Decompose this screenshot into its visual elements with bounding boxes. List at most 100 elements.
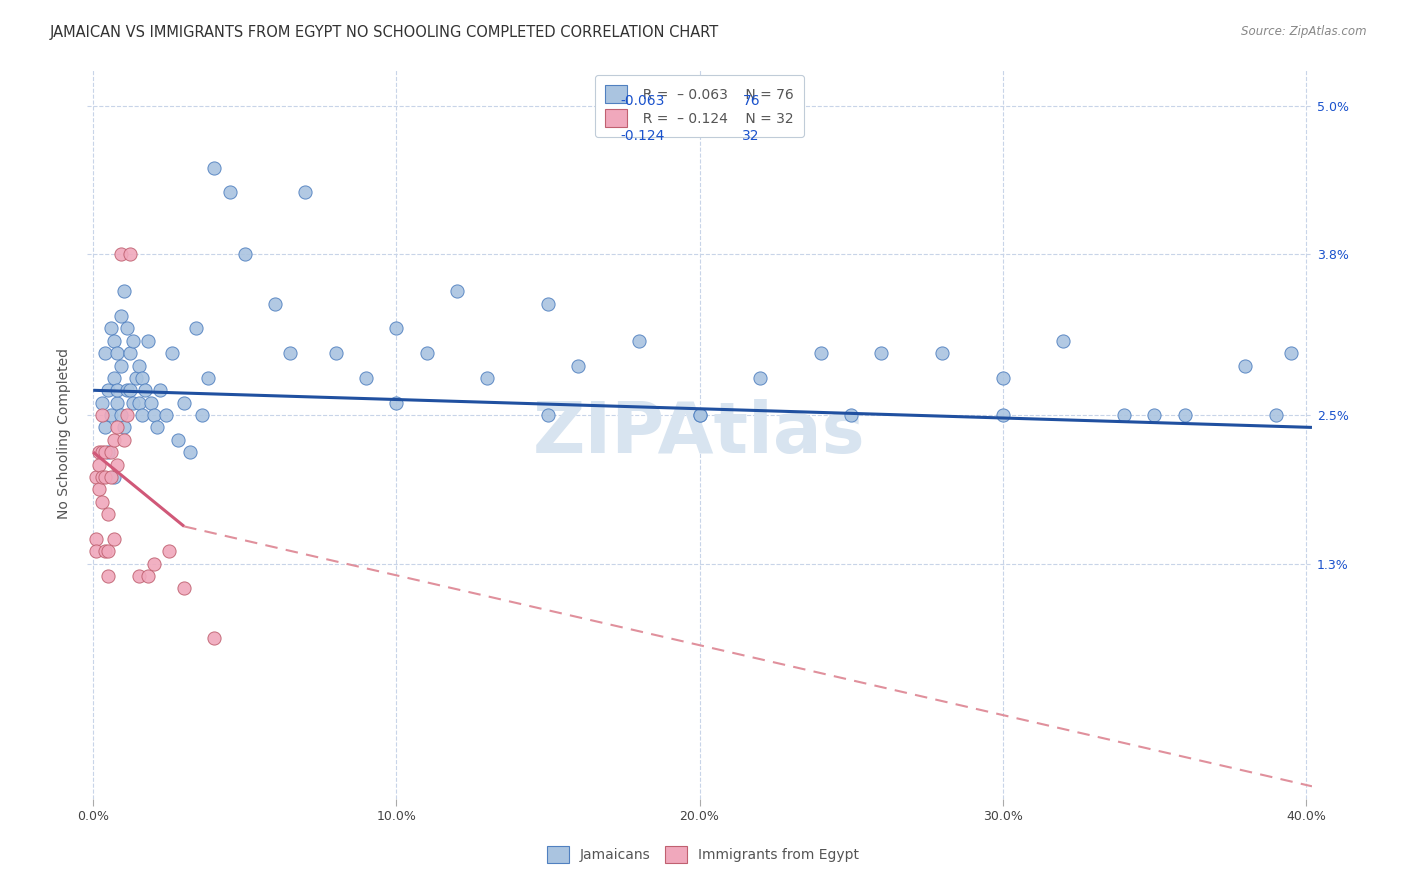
Point	[124, 371, 146, 385]
Point	[204, 631, 226, 645]
Point	[107, 458, 129, 472]
Point	[112, 433, 135, 447]
Point	[110, 359, 132, 373]
Point	[134, 384, 156, 398]
Point	[354, 371, 377, 385]
Point	[115, 408, 138, 422]
Point	[567, 359, 589, 373]
Point	[97, 507, 120, 521]
Point	[1279, 346, 1302, 360]
Point	[107, 346, 129, 360]
Y-axis label: No Schooling Completed: No Schooling Completed	[58, 348, 72, 519]
Point	[136, 569, 159, 583]
Point	[160, 346, 183, 360]
Point	[131, 408, 153, 422]
Point	[107, 384, 129, 398]
Point	[94, 420, 117, 434]
Point	[142, 557, 165, 571]
Point	[115, 384, 138, 398]
Point	[103, 470, 125, 484]
Point	[1052, 334, 1074, 348]
Point	[115, 321, 138, 335]
Point	[110, 309, 132, 323]
Point	[91, 395, 114, 409]
Point	[1264, 408, 1286, 422]
Point	[97, 544, 120, 558]
Point	[97, 445, 120, 459]
Point	[103, 433, 125, 447]
Point	[91, 470, 114, 484]
Point	[173, 582, 195, 596]
Point	[446, 285, 468, 299]
Point	[294, 186, 316, 200]
Point	[204, 161, 226, 175]
Text: Source: ZipAtlas.com: Source: ZipAtlas.com	[1241, 25, 1367, 38]
Point	[839, 408, 862, 422]
Point	[121, 334, 143, 348]
Text: JAMAICAN VS IMMIGRANTS FROM EGYPT NO SCHOOLING COMPLETED CORRELATION CHART: JAMAICAN VS IMMIGRANTS FROM EGYPT NO SCH…	[49, 25, 718, 40]
Point	[385, 321, 408, 335]
Point	[1234, 359, 1257, 373]
Point	[128, 359, 150, 373]
Point	[537, 408, 560, 422]
Point	[84, 470, 107, 484]
Point	[94, 544, 117, 558]
Point	[142, 408, 165, 422]
Text: 76: 76	[742, 95, 761, 108]
Point	[689, 408, 711, 422]
Point	[931, 346, 953, 360]
Point	[415, 346, 437, 360]
Point	[218, 186, 240, 200]
Point	[94, 445, 117, 459]
Point	[121, 395, 143, 409]
Point	[103, 532, 125, 546]
Point	[94, 470, 117, 484]
Point	[118, 346, 141, 360]
Point	[97, 569, 120, 583]
Point	[110, 408, 132, 422]
Point	[107, 420, 129, 434]
Point	[191, 408, 214, 422]
Point	[157, 544, 180, 558]
Point	[233, 247, 256, 261]
Point	[477, 371, 499, 385]
Point	[89, 483, 111, 497]
Text: 32: 32	[742, 129, 759, 144]
Point	[118, 247, 141, 261]
Point	[84, 544, 107, 558]
Point	[1112, 408, 1135, 422]
Text: ZIPAtlas: ZIPAtlas	[533, 399, 866, 468]
Point	[749, 371, 772, 385]
Point	[112, 420, 135, 434]
Point	[385, 395, 408, 409]
Point	[627, 334, 650, 348]
Point	[107, 395, 129, 409]
Text: -0.124: -0.124	[620, 129, 664, 144]
Point	[146, 420, 169, 434]
Point	[264, 296, 287, 310]
Point	[278, 346, 301, 360]
Point	[870, 346, 893, 360]
Point	[100, 470, 122, 484]
Point	[118, 384, 141, 398]
Point	[100, 321, 122, 335]
Point	[136, 334, 159, 348]
Point	[1143, 408, 1166, 422]
Point	[1174, 408, 1197, 422]
Point	[91, 445, 114, 459]
Text: -0.063: -0.063	[620, 95, 664, 108]
Point	[197, 371, 219, 385]
Point	[84, 532, 107, 546]
Point	[94, 346, 117, 360]
Point	[149, 384, 172, 398]
Point	[128, 395, 150, 409]
Point	[139, 395, 162, 409]
Point	[991, 408, 1014, 422]
Point	[128, 569, 150, 583]
Point	[89, 458, 111, 472]
Point	[103, 371, 125, 385]
Point	[110, 247, 132, 261]
Point	[167, 433, 190, 447]
Point	[689, 408, 711, 422]
Point	[155, 408, 177, 422]
